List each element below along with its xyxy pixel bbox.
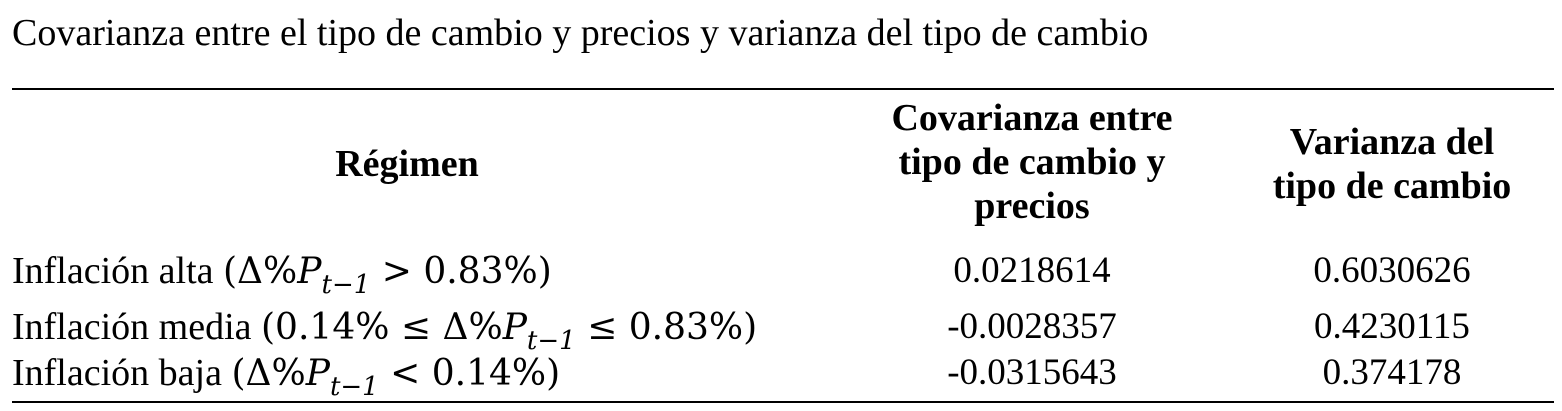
regime-condition: (Δ%Pt−1 < 0.14%) bbox=[231, 353, 561, 402]
regime-condition: (0.14% ≤ Δ%Pt−1 ≤ 0.83%) bbox=[261, 307, 758, 356]
varianza-value: 0.6030626 bbox=[1313, 250, 1471, 291]
varianza-value: 0.374178 bbox=[1322, 352, 1462, 393]
table-top-rule bbox=[12, 88, 1554, 90]
table-row: Inflación alta (Δ%Pt−1 > 0.83%) 0.021861… bbox=[12, 243, 1554, 300]
row-label: Inflación baja (Δ%Pt−1 < 0.14%) bbox=[12, 345, 560, 405]
covarianza-value: -0.0028357 bbox=[947, 306, 1117, 347]
covarianza-value: 0.0218614 bbox=[953, 250, 1111, 291]
covarianza-value: -0.0315643 bbox=[947, 352, 1117, 393]
varianza-value: 0.4230115 bbox=[1314, 306, 1470, 347]
regime-name: Inflación alta bbox=[12, 250, 214, 292]
regime-name: Inflación media bbox=[12, 306, 252, 348]
table-row: Inflación media (0.14% ≤ Δ%Pt−1 ≤ 0.83%)… bbox=[12, 299, 1554, 356]
header-regimen: Régimen bbox=[335, 143, 479, 185]
table-bottom-rule bbox=[12, 401, 1554, 403]
row-label: Inflación media (0.14% ≤ Δ%Pt−1 ≤ 0.83%) bbox=[12, 299, 757, 359]
header-covarianza-line2: tipo de cambio y bbox=[898, 141, 1166, 183]
header-covarianza: Covarianza entre tipo de cambio y precio… bbox=[842, 96, 1222, 228]
header-covarianza-line1: Covarianza entre bbox=[891, 97, 1173, 139]
table-row: Inflación baja (Δ%Pt−1 < 0.14%) -0.03156… bbox=[12, 345, 1554, 402]
header-covarianza-line3: precios bbox=[974, 185, 1090, 227]
header-varianza-line2: tipo de cambio bbox=[1272, 165, 1512, 207]
header-varianza-line1: Varianza del bbox=[1289, 121, 1495, 163]
regime-name: Inflación baja bbox=[12, 352, 222, 394]
row-label: Inflación alta (Δ%Pt−1 > 0.83%) bbox=[12, 243, 552, 303]
header-varianza: Varianza del tipo de cambio bbox=[1227, 120, 1557, 208]
regime-condition: (Δ%Pt−1 > 0.83%) bbox=[223, 251, 552, 300]
page-title: Covarianza entre el tipo de cambio y pre… bbox=[12, 12, 1149, 54]
